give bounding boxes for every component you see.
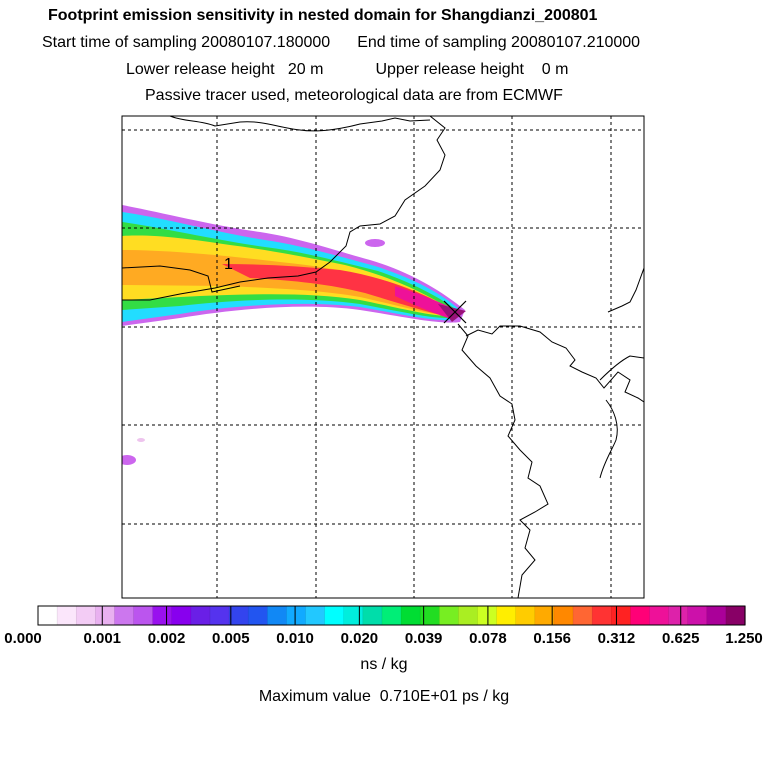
colorbar-tick-label: 0.010 [276, 630, 314, 647]
graticule [122, 116, 644, 598]
start-time: Start time of sampling 20080107.180000 [42, 34, 331, 51]
plume-speck [365, 239, 385, 247]
plume-level-magenta [395, 286, 458, 318]
release-heights: Lower release height 20 m Upper release h… [126, 61, 568, 79]
colorbar-tick-label: 0.625 [661, 630, 700, 647]
plot-title: Footprint emission sensitivity in nested… [48, 7, 598, 24]
colorbar-tick-label: 0.020 [340, 630, 379, 647]
tracer-note: Passive tracer used, meteorological data… [145, 87, 563, 104]
end-time: End time of sampling 20080107.210000 [357, 34, 641, 51]
plume-speck-west [122, 455, 136, 465]
coastlines [122, 116, 644, 598]
lower-release-height: Lower release height 20 m [126, 61, 324, 78]
colorbar-tick-label: 0.078 [469, 630, 507, 647]
plume-level-orange [122, 250, 455, 316]
colorbar-tick-label: 0.001 [83, 630, 122, 647]
maximum-value: Maximum value 0.710E+01 ps / kg [258, 688, 510, 705]
colorbar-tick-label: 0.000 [4, 630, 42, 647]
release-site-marker [443, 300, 467, 324]
colorbar-tick-label: 0.156 [533, 630, 571, 647]
plume [122, 205, 466, 465]
colorbar-unit: ns / kg [360, 656, 408, 673]
colorbar-tick-label: 1.250 [725, 630, 763, 647]
plume-speck-west-2 [137, 438, 145, 442]
sampling-times: Start time of sampling 20080107.180000 En… [42, 34, 640, 52]
upper-release-height: Upper release height 0 m [375, 61, 569, 78]
map-frame [121, 115, 645, 599]
colorbar-tick-label: 0.002 [147, 630, 186, 647]
colorbar-tick-label: 0.312 [597, 630, 636, 647]
release-label: 1 [224, 256, 233, 273]
colorbar-tick-label: 0.039 [404, 630, 443, 647]
colorbar-tick-label: 0.005 [212, 630, 250, 647]
plume-core [438, 304, 466, 322]
